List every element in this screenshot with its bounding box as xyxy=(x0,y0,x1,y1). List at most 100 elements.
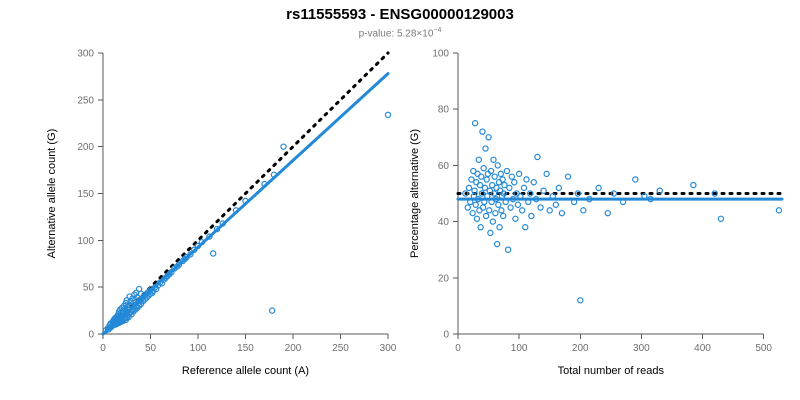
data-points xyxy=(102,111,392,334)
data-point xyxy=(206,233,213,240)
data-point xyxy=(489,181,496,189)
data-point xyxy=(506,184,513,192)
data-points xyxy=(462,120,783,304)
data-point xyxy=(268,307,276,314)
y-tick-label-3: 150 xyxy=(77,189,94,200)
data-point xyxy=(471,120,479,127)
data-point xyxy=(499,176,506,183)
y-axis-title: Percentage alternative (G) xyxy=(409,129,421,258)
data-point xyxy=(124,303,131,311)
data-point xyxy=(552,201,560,208)
left-plot-svg: 0 50 100 150 200 250 300 0 50 100 150 200 250 300 Refe… xyxy=(46,49,397,378)
data-point xyxy=(511,179,518,186)
data-point xyxy=(473,215,481,222)
y-tick-label-6: 300 xyxy=(77,49,94,60)
data-point xyxy=(493,240,501,248)
x-tick-label-4: 400 xyxy=(694,343,711,354)
data-point xyxy=(528,212,535,220)
data-point xyxy=(549,193,556,200)
data-point xyxy=(690,181,697,189)
data-point xyxy=(494,162,501,169)
data-point xyxy=(179,257,186,265)
y-tick-label-0: 0 xyxy=(88,330,94,341)
y-tick-label-4: 80 xyxy=(438,105,450,116)
data-point xyxy=(232,207,240,214)
data-point xyxy=(503,167,511,175)
data-point xyxy=(526,190,534,197)
data-point xyxy=(467,198,474,206)
data-point xyxy=(482,145,489,152)
y-tick-label-5: 100 xyxy=(432,49,449,60)
right-plot-svg: 0 20 40 60 80 100 0 100 200 300 400 500 Total number… xyxy=(409,49,784,377)
data-point xyxy=(485,134,492,141)
data-point xyxy=(166,270,173,278)
figure-title: rs11555593 - ENSG00000129003 xyxy=(286,6,514,23)
data-point xyxy=(481,184,489,192)
data-point xyxy=(507,204,514,211)
data-point xyxy=(462,190,469,197)
data-point xyxy=(711,190,718,197)
right-plot-panel: 0 20 40 60 80 100 0 100 200 300 400 500 Total number… xyxy=(400,0,800,400)
data-point xyxy=(500,190,508,197)
data-point xyxy=(509,195,517,203)
data-point xyxy=(470,167,477,175)
data-point xyxy=(468,176,475,183)
data-point xyxy=(512,215,519,222)
data-point xyxy=(555,184,563,192)
data-point xyxy=(488,198,495,206)
data-point xyxy=(656,187,663,194)
data-point xyxy=(632,176,639,183)
y-tick-label-1: 50 xyxy=(83,283,95,294)
x-tick-label-2: 200 xyxy=(572,343,589,354)
data-point xyxy=(471,187,478,194)
data-point xyxy=(500,212,507,220)
data-point xyxy=(490,156,497,163)
data-point xyxy=(496,224,503,231)
x-tick-label-6: 300 xyxy=(380,343,397,354)
data-point xyxy=(502,198,509,206)
data-point xyxy=(482,212,490,220)
data-point xyxy=(486,187,493,194)
y-tick-label-2: 40 xyxy=(438,217,450,228)
data-point xyxy=(647,195,654,203)
data-point xyxy=(574,190,582,197)
data-point xyxy=(194,242,202,250)
data-point xyxy=(514,201,522,208)
data-point xyxy=(478,190,486,197)
y-tick-label-2: 100 xyxy=(77,236,94,247)
data-point xyxy=(480,165,487,172)
data-point xyxy=(219,220,226,227)
data-point xyxy=(475,156,482,163)
data-point xyxy=(465,184,473,192)
data-point xyxy=(501,181,508,189)
data-point xyxy=(484,193,491,200)
data-point xyxy=(492,209,499,217)
data-point xyxy=(641,193,648,200)
data-point xyxy=(469,209,476,217)
data-point xyxy=(130,308,137,315)
data-point xyxy=(464,204,471,211)
data-point xyxy=(775,207,783,214)
data-point xyxy=(102,327,110,334)
y-tick-label-4: 200 xyxy=(77,142,94,153)
data-point xyxy=(595,184,602,192)
figure-subtitle: p-value: 5.28×10−4 xyxy=(0,27,800,39)
data-point xyxy=(491,173,498,180)
x-axis-title: Reference allele count (A) xyxy=(182,365,309,377)
data-point xyxy=(525,198,532,206)
data-point xyxy=(610,190,618,197)
data-point xyxy=(173,263,181,270)
data-point xyxy=(570,198,578,206)
data-point xyxy=(518,207,526,214)
x-tick-label-1: 50 xyxy=(145,343,157,354)
data-point xyxy=(604,209,611,217)
data-point xyxy=(190,246,198,253)
data-point xyxy=(498,207,505,214)
data-point xyxy=(472,201,479,208)
data-point xyxy=(520,184,528,192)
x-tick-label-0: 0 xyxy=(455,343,461,354)
left-plot-panel: 0 50 100 150 200 250 300 0 50 100 150 200 250 300 Refe… xyxy=(46,49,397,378)
data-point xyxy=(580,207,587,214)
data-point xyxy=(175,261,183,268)
y-tick-label-5: 250 xyxy=(77,95,94,106)
